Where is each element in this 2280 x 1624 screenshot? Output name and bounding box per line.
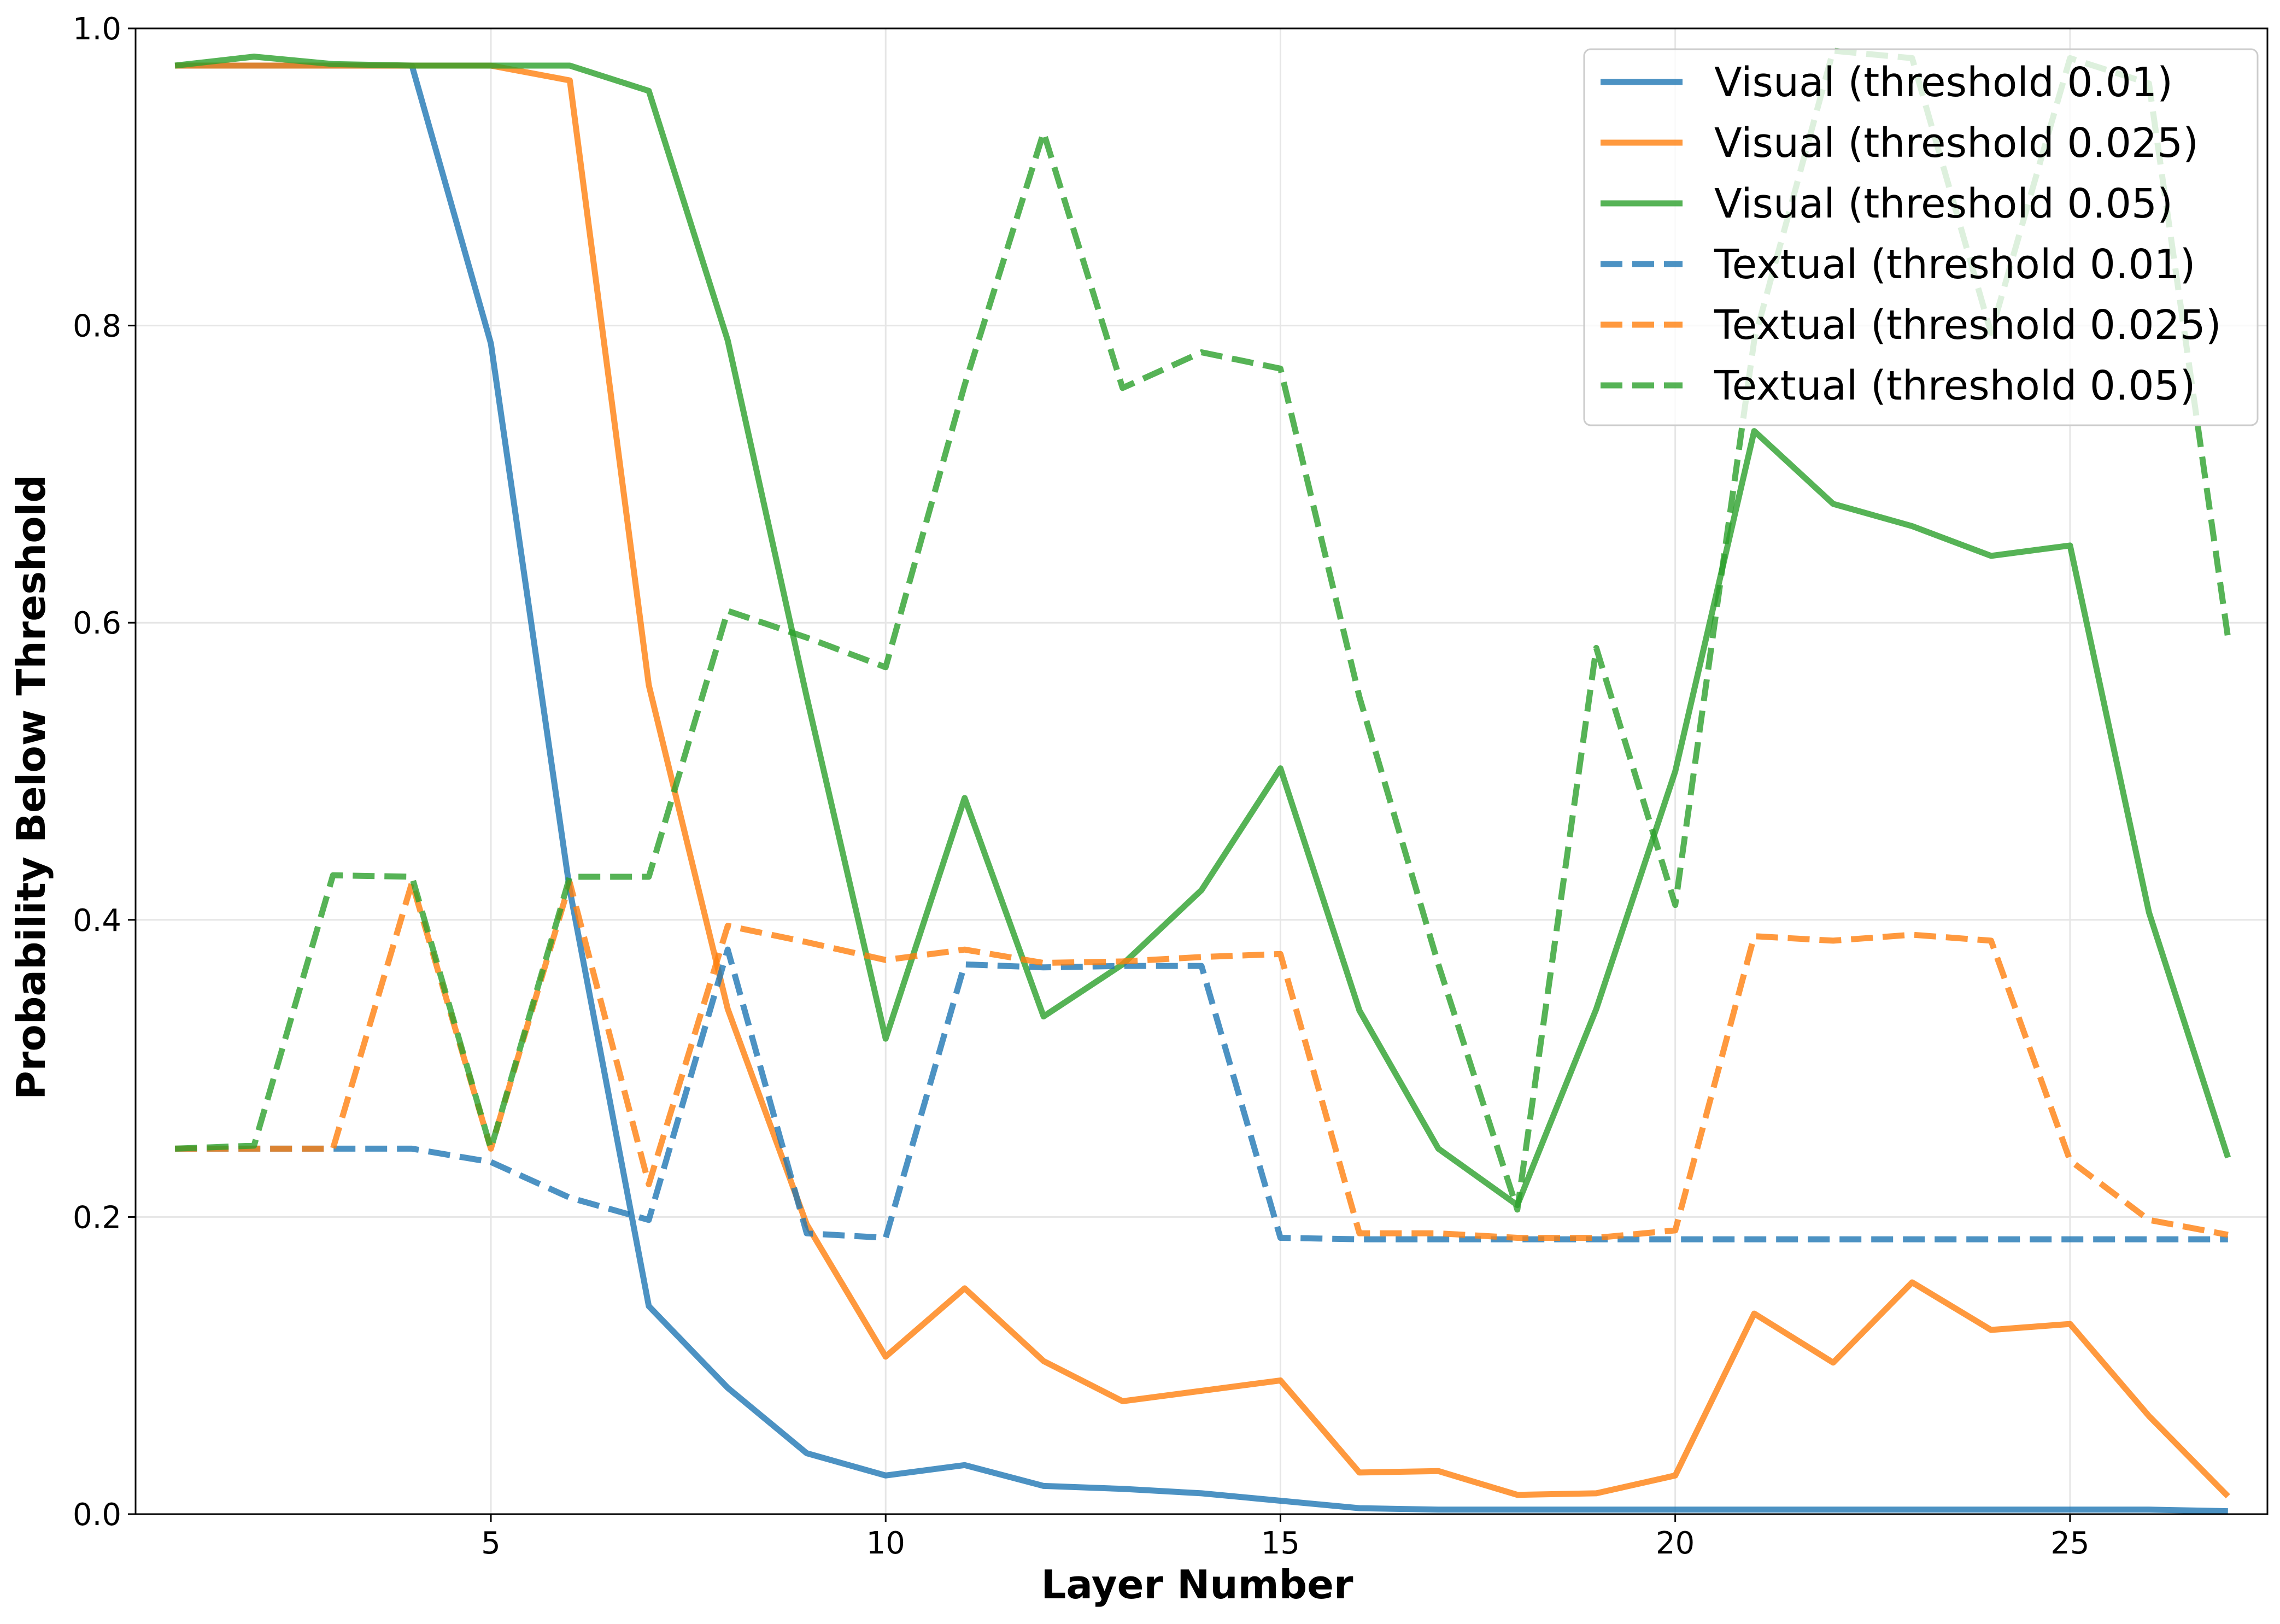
- x-tick-label: 20: [1656, 1526, 1695, 1561]
- legend-label-4: Textual (threshold 0.01): [1714, 241, 2196, 288]
- legend-label-1: Visual (threshold 0.01): [1714, 59, 2173, 106]
- y-tick-label: 0.8: [73, 309, 121, 344]
- y-axis-ticks: 0.0 0.2 0.4 0.6 0.8 1.0: [73, 11, 136, 1533]
- y-tick-label: 1.0: [73, 11, 121, 47]
- y-axis-label: Probability Below Threshold: [8, 474, 54, 1100]
- x-tick-label: 5: [481, 1526, 501, 1561]
- y-tick-label: 0.0: [73, 1497, 121, 1533]
- y-tick-label: 0.2: [73, 1200, 121, 1235]
- legend-box: [1583, 48, 2259, 426]
- series-line-5: [175, 880, 2229, 1241]
- y-tick-label: 0.6: [73, 606, 121, 641]
- x-tick-label: 25: [2050, 1526, 2089, 1561]
- legend-label-2: Visual (threshold 0.025): [1714, 120, 2199, 167]
- series-line-3: [174, 54, 2231, 1209]
- legend: Visual (threshold 0.01) Visual (threshold…: [1583, 48, 2259, 426]
- x-tick-label: 15: [1261, 1526, 1300, 1561]
- legend-label-6: Textual (threshold 0.05): [1714, 362, 2196, 409]
- legend-label-3: Visual (threshold 0.05): [1714, 180, 2173, 227]
- x-axis-label: Layer Number: [1041, 1562, 1353, 1608]
- series-line-4: [175, 946, 2228, 1242]
- series-line-1: [175, 62, 2228, 1515]
- x-tick-label: 10: [866, 1526, 905, 1561]
- x-axis-ticks: 5 10 15 20 25: [481, 1514, 2090, 1561]
- y-tick-label: 0.4: [73, 903, 121, 939]
- plot-frame: [134, 27, 2269, 1515]
- legend-label-5: Textual (threshold 0.025): [1714, 302, 2222, 349]
- series-line-2: [175, 62, 2230, 1499]
